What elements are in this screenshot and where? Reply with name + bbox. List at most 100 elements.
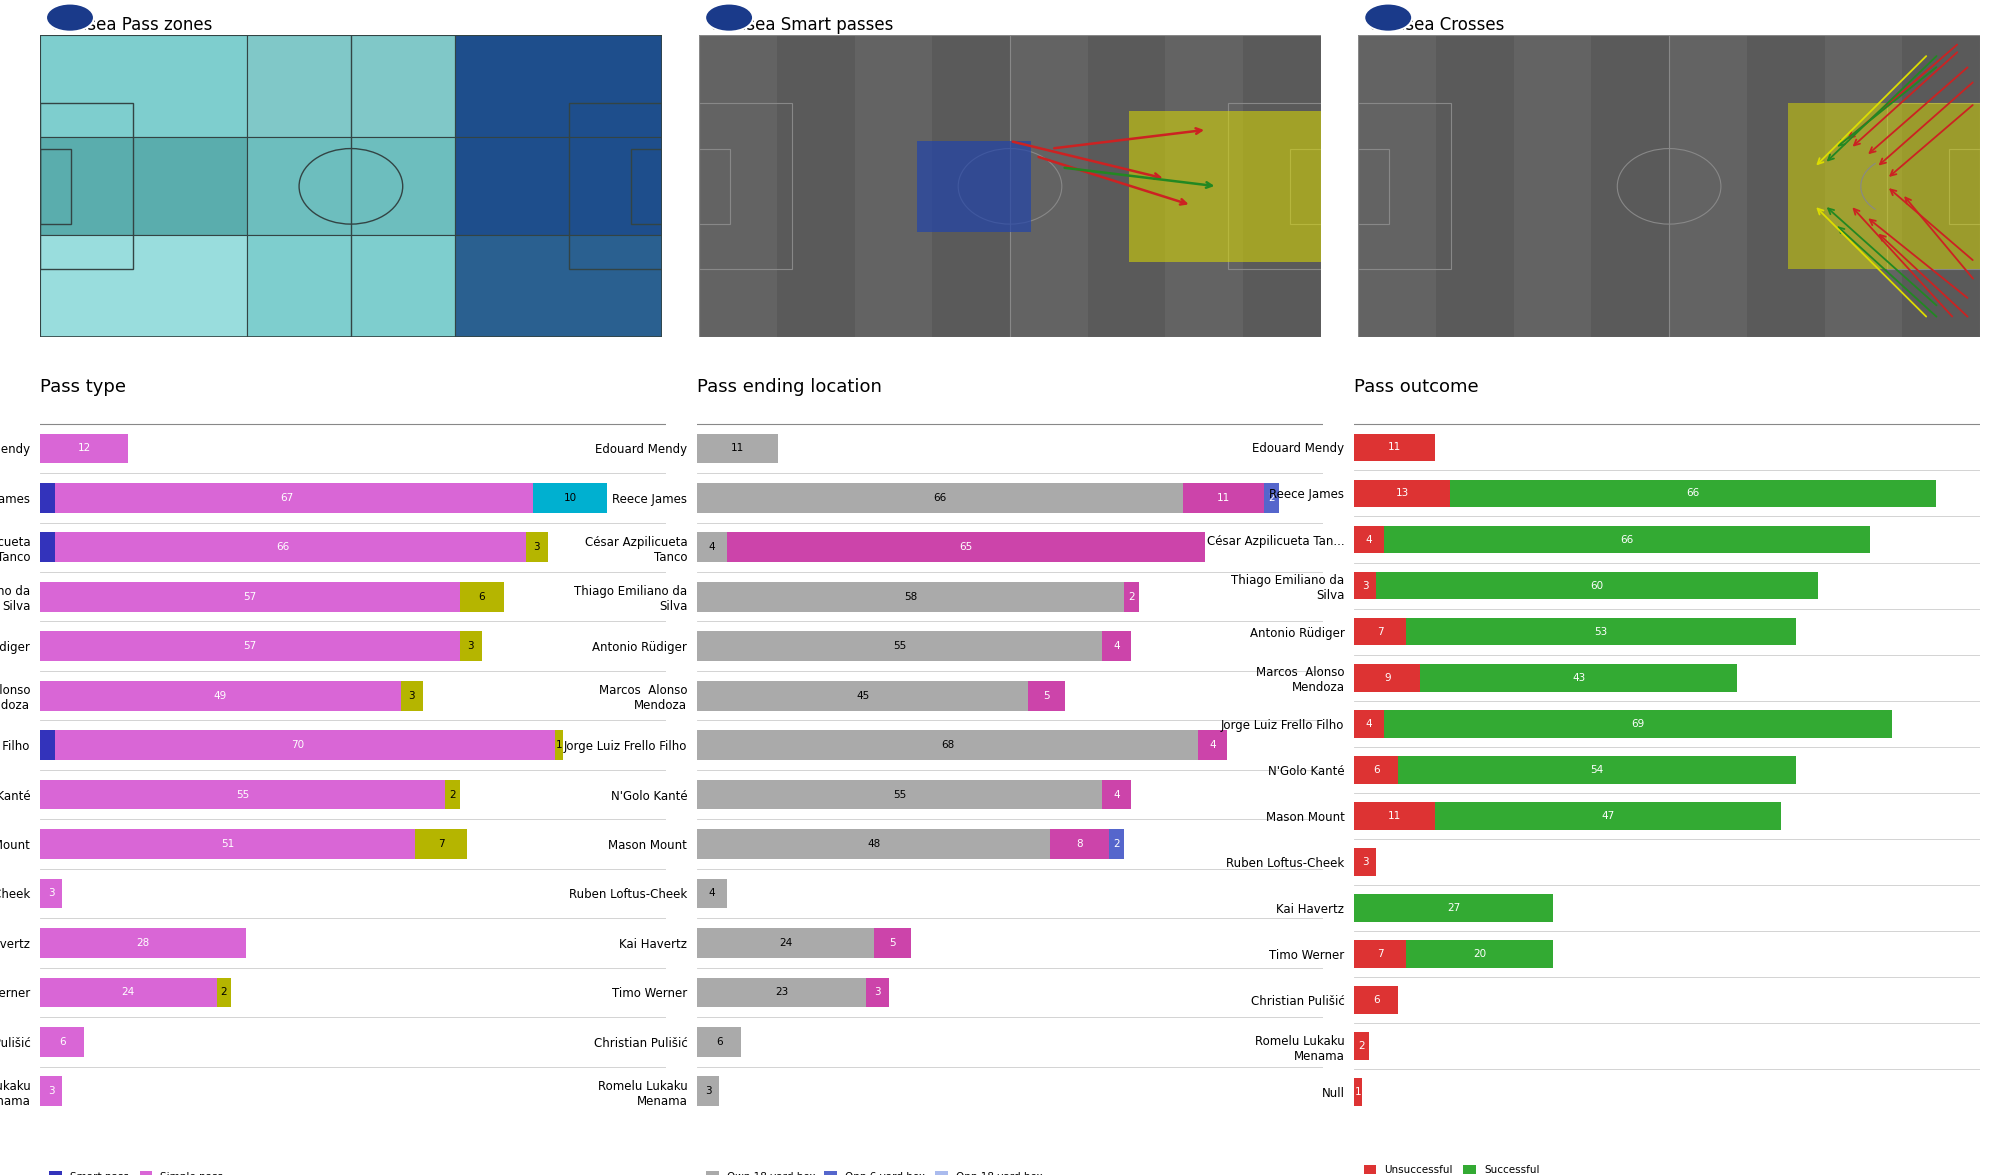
Bar bbox=[1592, 35, 1670, 337]
Bar bbox=[568, 103, 662, 269]
Bar bbox=[216, 978, 232, 1007]
Bar bbox=[1354, 940, 1406, 968]
Text: 5: 5 bbox=[888, 938, 896, 948]
Bar bbox=[40, 978, 216, 1007]
Legend: Smart pass, Head pass, Simple pass, Cross: Smart pass, Head pass, Simple pass, Cros… bbox=[46, 1167, 228, 1175]
Bar bbox=[40, 137, 248, 235]
Text: 66: 66 bbox=[1686, 489, 1700, 498]
Text: 3: 3 bbox=[534, 543, 540, 552]
Text: 24: 24 bbox=[122, 987, 134, 998]
Bar bbox=[1514, 35, 1592, 337]
Bar bbox=[698, 483, 1184, 512]
Bar bbox=[556, 731, 562, 760]
Text: 66: 66 bbox=[276, 543, 290, 552]
Legend: Unsuccessful, Successful: Unsuccessful, Successful bbox=[1360, 1161, 1544, 1175]
Bar bbox=[1354, 848, 1376, 875]
Bar bbox=[40, 928, 246, 958]
Text: 3: 3 bbox=[1362, 580, 1368, 591]
Bar bbox=[1228, 103, 1320, 269]
Bar bbox=[1354, 479, 1450, 508]
Text: 3: 3 bbox=[468, 642, 474, 651]
Bar bbox=[698, 532, 726, 562]
Bar bbox=[40, 1027, 84, 1056]
Bar bbox=[1376, 572, 1818, 599]
Bar bbox=[1384, 525, 1870, 553]
Bar bbox=[1358, 148, 1390, 224]
Text: 23: 23 bbox=[776, 987, 788, 998]
Bar bbox=[1198, 731, 1228, 760]
Bar bbox=[1354, 664, 1420, 692]
Bar bbox=[854, 35, 932, 337]
Text: 54: 54 bbox=[1590, 765, 1604, 774]
Text: 4: 4 bbox=[1366, 719, 1372, 728]
Text: 9: 9 bbox=[1384, 673, 1390, 683]
Text: 13: 13 bbox=[1396, 489, 1408, 498]
Text: Chelsea Crosses: Chelsea Crosses bbox=[1358, 15, 1504, 34]
Bar bbox=[698, 1076, 720, 1106]
Text: 49: 49 bbox=[214, 691, 228, 700]
Bar bbox=[40, 434, 128, 463]
Text: 6: 6 bbox=[716, 1036, 722, 1047]
Bar bbox=[1130, 110, 1320, 262]
Bar bbox=[526, 532, 548, 562]
Bar bbox=[248, 35, 454, 137]
Text: 6: 6 bbox=[58, 1036, 66, 1047]
Text: 3: 3 bbox=[704, 1086, 712, 1096]
Bar bbox=[1354, 894, 1552, 922]
Bar bbox=[40, 532, 54, 562]
Text: 3: 3 bbox=[874, 987, 880, 998]
Text: 55: 55 bbox=[892, 790, 906, 799]
Bar bbox=[400, 680, 422, 711]
Bar bbox=[416, 830, 468, 859]
Text: 20: 20 bbox=[1472, 949, 1486, 959]
Bar bbox=[40, 631, 460, 662]
Bar bbox=[726, 532, 1206, 562]
Bar bbox=[698, 631, 1102, 662]
Bar bbox=[40, 731, 54, 760]
Bar bbox=[1398, 756, 1796, 784]
Text: 11: 11 bbox=[1388, 443, 1402, 452]
Bar bbox=[1166, 35, 1244, 337]
Bar bbox=[40, 235, 248, 337]
Text: 12: 12 bbox=[78, 443, 90, 454]
Bar bbox=[1124, 582, 1138, 612]
Text: 4: 4 bbox=[1114, 642, 1120, 651]
Bar bbox=[916, 141, 1030, 231]
Bar bbox=[1420, 664, 1738, 692]
Text: 45: 45 bbox=[856, 691, 870, 700]
Text: 47: 47 bbox=[1602, 811, 1614, 821]
Text: 7: 7 bbox=[1376, 626, 1384, 637]
Bar bbox=[1406, 618, 1796, 645]
Text: 4: 4 bbox=[708, 543, 716, 552]
Text: 1: 1 bbox=[556, 740, 562, 750]
Bar bbox=[454, 235, 662, 337]
Text: 70: 70 bbox=[292, 740, 304, 750]
Text: 55: 55 bbox=[236, 790, 250, 799]
Bar bbox=[1384, 710, 1892, 738]
Text: 43: 43 bbox=[1572, 673, 1586, 683]
Text: 66: 66 bbox=[1620, 535, 1634, 544]
Bar bbox=[460, 631, 482, 662]
Bar bbox=[1110, 830, 1124, 859]
Bar bbox=[1010, 35, 1088, 337]
Bar bbox=[1358, 103, 1452, 269]
Text: 60: 60 bbox=[1590, 580, 1604, 591]
Bar bbox=[1354, 756, 1398, 784]
Text: Pass outcome: Pass outcome bbox=[1354, 377, 1478, 396]
Text: Chelsea Pass zones: Chelsea Pass zones bbox=[40, 15, 212, 34]
Bar bbox=[40, 582, 460, 612]
Bar bbox=[776, 35, 854, 337]
Bar bbox=[454, 137, 662, 235]
Bar bbox=[1354, 1079, 1362, 1106]
Text: 4: 4 bbox=[1366, 535, 1372, 544]
Bar bbox=[1354, 986, 1398, 1014]
Bar bbox=[700, 103, 792, 269]
Text: 2: 2 bbox=[1268, 492, 1274, 503]
Bar bbox=[1406, 940, 1552, 968]
Text: 7: 7 bbox=[438, 839, 444, 850]
Text: 53: 53 bbox=[1594, 626, 1608, 637]
Bar bbox=[1670, 35, 1746, 337]
Bar bbox=[40, 532, 526, 562]
Bar bbox=[444, 780, 460, 810]
Bar bbox=[1436, 803, 1782, 830]
